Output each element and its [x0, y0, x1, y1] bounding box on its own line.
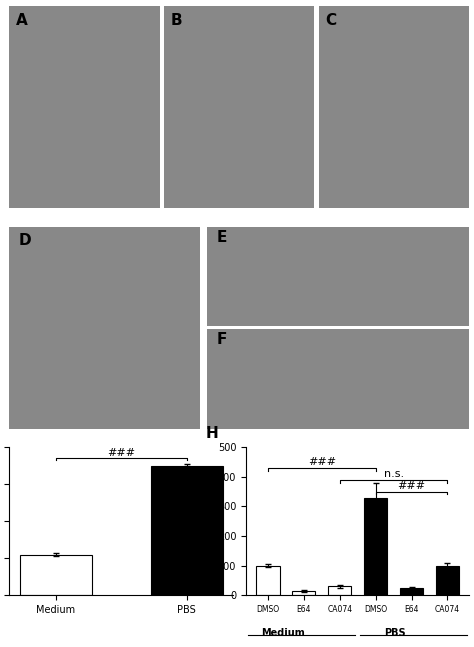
Text: ###: ###	[398, 481, 426, 491]
Text: B: B	[170, 12, 182, 28]
Text: n.s.: n.s.	[383, 469, 404, 479]
Text: ###: ###	[107, 448, 135, 457]
Text: C: C	[325, 12, 336, 28]
Y-axis label: Proteinase activity [%]: Proteinase activity [%]	[205, 466, 215, 576]
Text: ###: ###	[308, 457, 336, 467]
Bar	[19, 554, 91, 595]
Bar	[436, 565, 459, 595]
Bar	[292, 591, 316, 595]
Text: Medium: Medium	[261, 628, 305, 638]
Text: A: A	[16, 12, 27, 28]
Text: PBS: PBS	[384, 628, 406, 638]
Bar	[364, 498, 387, 595]
Bar	[328, 586, 351, 595]
Text: D: D	[19, 233, 32, 248]
Text: E: E	[217, 230, 228, 245]
Text: F: F	[217, 333, 228, 347]
Bar	[400, 588, 423, 595]
Bar	[151, 466, 222, 595]
Bar	[256, 565, 280, 595]
Text: H: H	[206, 426, 219, 441]
